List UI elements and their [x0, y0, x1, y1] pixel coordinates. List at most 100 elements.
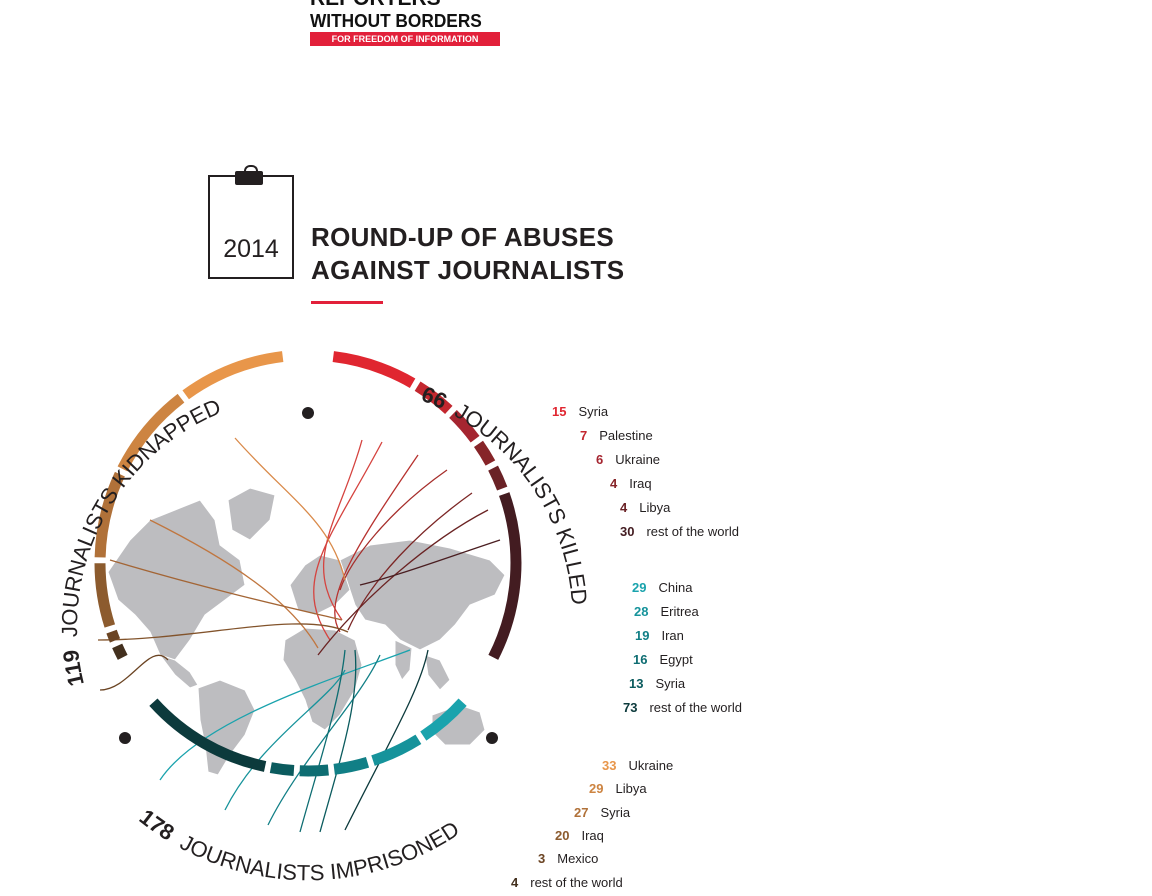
flow-imprisoned-rest: [344, 649, 429, 831]
legend-item: 13 Syria: [629, 676, 685, 691]
flow-kidnapped-mexico: [99, 654, 169, 691]
flow-kidnapped-syria: [109, 559, 343, 621]
flow-kidnapped-libya: [149, 519, 319, 649]
ring-segment-imprisoned-eritrea: [371, 734, 422, 766]
legend-value: 7: [580, 428, 588, 443]
flows-imprisoned: [159, 649, 429, 833]
legend-country: Palestine: [599, 428, 653, 443]
legend-value: 4: [610, 476, 618, 491]
ring-segment-imprisoned-rest-of-the-world: [149, 698, 267, 772]
legend-item: 4 Libya: [620, 500, 670, 515]
legend-value: 20: [555, 827, 570, 843]
legend-country: Syria: [655, 676, 686, 691]
ring-segment-kidnapped-rest-of-the-world: [112, 643, 128, 660]
ring-segment-killed-ukraine: [449, 409, 480, 443]
flow-kidnapped-iraq: [97, 623, 349, 641]
map-greenland: [227, 487, 276, 541]
legend-item: 29 China: [632, 580, 692, 595]
legend-item: 6 Ukraine: [596, 452, 660, 467]
legend-value: 4: [620, 500, 628, 515]
imprisoned-total: 178: [135, 804, 179, 845]
legend-value: 13: [629, 676, 644, 691]
legend-item: 27 Syria: [574, 805, 630, 820]
legend-value: 33: [602, 758, 617, 773]
legend-item: 3 Mexico: [538, 851, 598, 866]
legend-item: 29 Libya: [589, 781, 647, 796]
ring-segment-imprisoned-china: [420, 698, 467, 741]
legend-item: 7 Palestine: [580, 428, 653, 443]
legend-item: 28 Eritrea: [634, 604, 699, 619]
ring-segment-kidnapped-libya: [117, 393, 185, 472]
ring-segment-killed-palestine: [414, 381, 453, 415]
map-north-america: [107, 499, 246, 661]
legend-country: Syria: [578, 404, 609, 419]
legend-value: 29: [632, 580, 647, 595]
legend-item: 4 rest of the world: [511, 875, 623, 890]
abuses-radial-chart: 119 JOURNALISTS KIDNAPPED 66 JOURNALISTS…: [57, 351, 592, 885]
legend-value: 30: [620, 524, 635, 539]
legend-value: 27: [574, 804, 589, 820]
ring-segment-kidnapped-iraq: [94, 563, 116, 628]
ring-segment-killed-rest-of-the-world: [488, 492, 522, 660]
legend-value: 29: [589, 781, 604, 797]
flow-imprisoned-eritrea: [224, 669, 346, 811]
ring-segment-imprisoned-egypt: [299, 764, 329, 777]
kidnapped-total: 119: [58, 648, 89, 688]
ring-segment-kidnapped-syria: [94, 471, 125, 558]
ring-segment-imprisoned-syria: [269, 762, 295, 776]
legend-value: 28: [634, 604, 649, 619]
flow-kidnapped-ukraine: [234, 437, 346, 581]
legend-item: 15 Syria: [552, 404, 608, 419]
flow-imprisoned-syria: [319, 649, 357, 833]
page-title: ROUND-UP OF ABUSES AGAINST JOURNALISTS: [311, 221, 624, 287]
map-central-america: [158, 654, 199, 689]
flow-killed-syria-1: [322, 439, 363, 621]
year-label: 2014: [223, 235, 279, 263]
legend-country: rest of the world: [530, 874, 623, 890]
flow-killed-rest: [359, 539, 501, 586]
title-line-2: AGAINST JOURNALISTS: [311, 255, 625, 285]
imprisoned-label: JOURNALISTS IMPRISONED: [176, 816, 463, 885]
logo-line-without-borders: WITHOUT BORDERS: [310, 11, 482, 31]
legend-country: China: [658, 580, 693, 595]
legend-item: 30 rest of the world: [620, 524, 739, 539]
logo-tagline: FOR FREEDOM OF INFORMATION: [310, 32, 500, 46]
legend-value: 3: [538, 851, 546, 867]
legend-item: 33 Ukraine: [602, 758, 673, 773]
ring-segments: [94, 351, 522, 777]
legend-value: 19: [635, 628, 650, 643]
legend-country: rest of the world: [649, 700, 742, 715]
legend-country: Egypt: [659, 652, 693, 667]
map-africa: [282, 627, 363, 731]
legend-item: 20 Iraq: [555, 828, 604, 843]
legend-country: Iraq: [581, 827, 604, 843]
legend-country: Libya: [639, 500, 671, 515]
ring-segment-killed-libya: [488, 465, 508, 491]
rsf-logo: REPORTERS WITHOUT BORDERS FOR FREEDOM OF…: [310, 0, 502, 46]
legend-value: 6: [596, 452, 604, 467]
legend-country: Ukraine: [628, 758, 674, 773]
clipboard-year-badge: 2014: [208, 165, 294, 279]
separator-dot-top: [302, 407, 314, 419]
flow-killed-libya: [317, 509, 489, 656]
title-line-1: ROUND-UP OF ABUSES: [311, 222, 614, 252]
legend-country: Mexico: [557, 851, 599, 867]
legend-item: 19 Iran: [635, 628, 684, 643]
legend-value: 4: [511, 874, 519, 890]
legend-item: 16 Egypt: [633, 652, 693, 667]
legend-value: 73: [623, 700, 638, 715]
ring-segment-killed-iraq: [473, 440, 496, 466]
clipboard-ring: [244, 165, 258, 176]
ring-segment-kidnapped-ukraine: [182, 351, 284, 400]
flow-killed-syria-2: [313, 441, 383, 641]
ring-segment-killed-syria: [332, 351, 416, 388]
separator-dot-right: [486, 732, 498, 744]
legend-value: 16: [633, 652, 648, 667]
legend-item: 73 rest of the world: [623, 700, 742, 715]
imprisoned-group-label: 178 JOURNALISTS IMPRISONED: [135, 804, 464, 885]
legend-country: Iraq: [629, 476, 652, 491]
legend-country: Iran: [661, 628, 684, 643]
map-india: [394, 639, 413, 681]
separator-dot-left: [119, 732, 131, 744]
flows-kidnapped: [97, 437, 349, 691]
